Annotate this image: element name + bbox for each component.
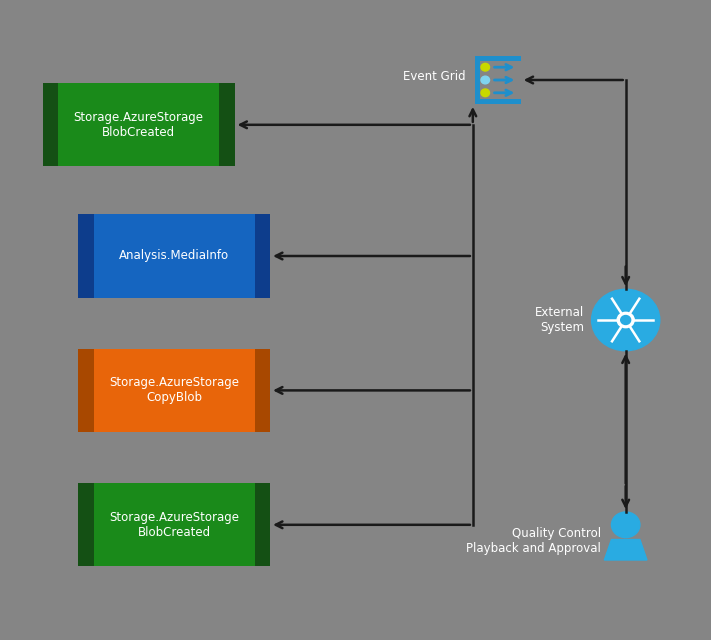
Circle shape	[592, 289, 660, 351]
Bar	[255, 483, 270, 566]
Bar	[255, 214, 270, 298]
Bar	[43, 83, 58, 166]
Circle shape	[481, 89, 490, 97]
Bar	[78, 349, 94, 432]
Text: Storage.AzureStorage
CopyBlob: Storage.AzureStorage CopyBlob	[109, 376, 239, 404]
Text: Event Grid: Event Grid	[403, 70, 466, 83]
Bar	[78, 483, 94, 566]
Circle shape	[611, 512, 640, 538]
Text: Analysis.MediaInfo: Analysis.MediaInfo	[119, 250, 229, 262]
Text: Storage.AzureStorage
BlobCreated: Storage.AzureStorage BlobCreated	[74, 111, 203, 139]
Bar	[475, 99, 521, 104]
Bar	[78, 214, 270, 298]
Bar	[78, 483, 270, 566]
Bar	[475, 56, 521, 61]
Circle shape	[481, 76, 490, 84]
Polygon shape	[604, 540, 647, 560]
Bar	[43, 83, 235, 166]
Text: External
System: External System	[535, 306, 584, 334]
Circle shape	[617, 312, 634, 328]
Circle shape	[481, 63, 490, 71]
Bar	[475, 56, 480, 104]
Bar	[78, 214, 94, 298]
Circle shape	[621, 316, 631, 324]
Bar	[219, 83, 235, 166]
Bar	[255, 349, 270, 432]
Text: Quality Control
Playback and Approval: Quality Control Playback and Approval	[466, 527, 601, 555]
Text: Storage.AzureStorage
BlobCreated: Storage.AzureStorage BlobCreated	[109, 511, 239, 539]
Bar	[78, 349, 270, 432]
